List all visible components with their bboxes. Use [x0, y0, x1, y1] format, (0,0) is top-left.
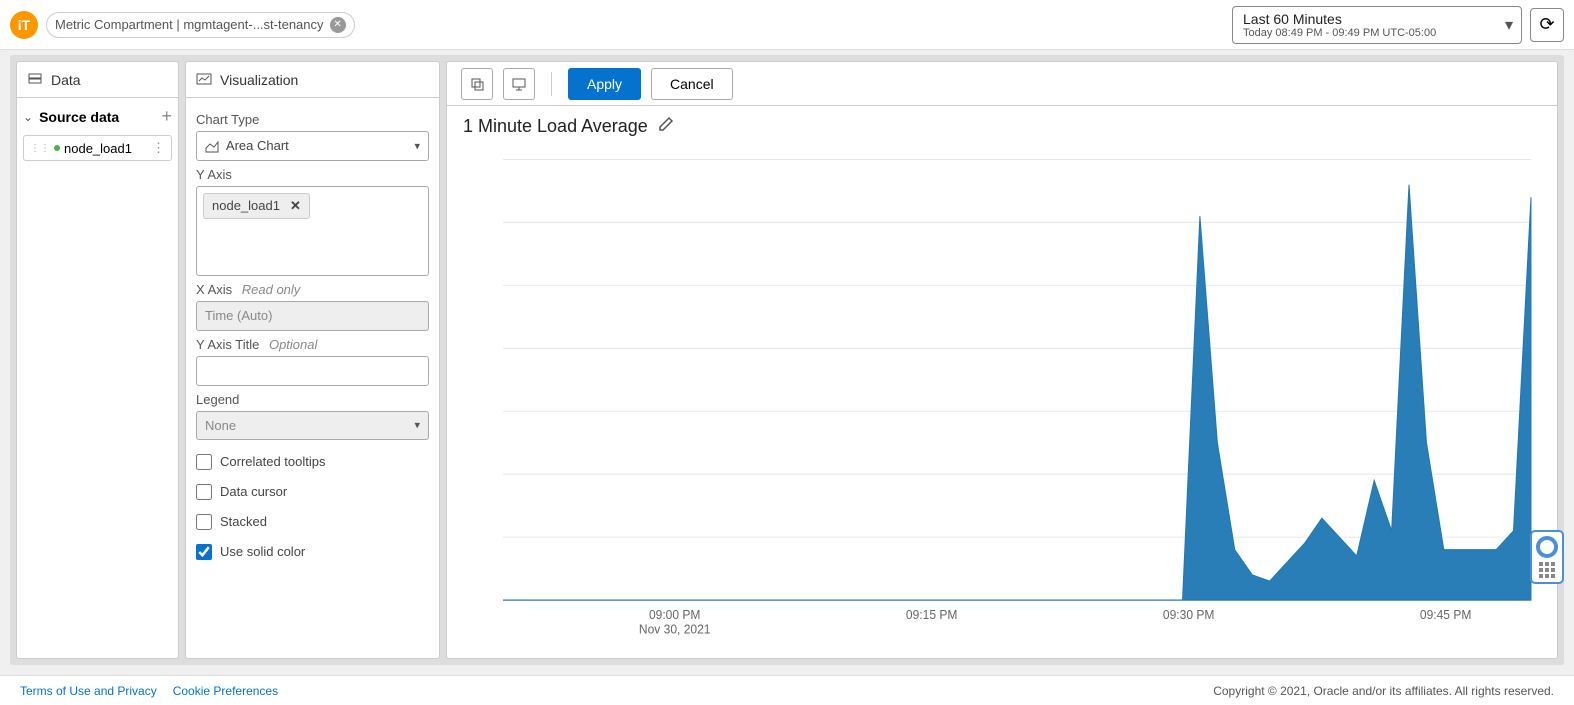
area-chart-svg: 0.00.10.20.30.40.50.60.709:00 PMNov 30, … [497, 149, 1541, 642]
y-axis-chip-label: node_load1 [212, 198, 280, 213]
cookie-link[interactable]: Cookie Preferences [173, 684, 278, 698]
data-cursor-input[interactable] [196, 484, 212, 500]
footer: Terms of Use and Privacy Cookie Preferen… [0, 675, 1574, 705]
visualization-panel: Visualization Chart Type Area Chart Y Ax… [185, 61, 440, 659]
correlated-tooltips-checkbox[interactable]: Correlated tooltips [196, 454, 429, 470]
add-source-button[interactable]: + [161, 106, 172, 127]
area-chart-icon [205, 140, 219, 154]
svg-text:09:00 PM: 09:00 PM [649, 608, 700, 622]
correlated-tooltips-label: Correlated tooltips [220, 454, 326, 469]
x-axis-hint: Read only [242, 282, 301, 297]
y-axis-title-hint: Optional [269, 337, 317, 352]
app-logo-icon: iT [10, 11, 38, 39]
help-ring-icon [1536, 536, 1558, 558]
help-grid-icon [1539, 562, 1555, 578]
drag-handle-icon[interactable]: ⋮⋮ [30, 143, 50, 154]
chevron-down-icon[interactable]: ⌄ [23, 110, 33, 124]
data-cursor-label: Data cursor [220, 484, 287, 499]
cancel-button[interactable]: Cancel [651, 68, 733, 100]
chart-type-label: Chart Type [196, 112, 429, 127]
x-axis-label-text: X Axis [196, 282, 232, 297]
solid-color-checkbox[interactable]: Use solid color [196, 544, 429, 560]
viz-panel-title: Visualization [220, 72, 298, 88]
copyright-text: Copyright © 2021, Oracle and/or its affi… [1213, 684, 1554, 698]
svg-text:Nov 30, 2021: Nov 30, 2021 [639, 622, 711, 636]
correlated-tooltips-input[interactable] [196, 454, 212, 470]
status-dot-icon [54, 145, 60, 151]
viz-body: Chart Type Area Chart Y Axis node_load1 … [186, 98, 439, 568]
toolbar-copy-button[interactable] [461, 68, 493, 100]
y-axis-chip-remove-icon[interactable]: ✕ [290, 198, 301, 214]
svg-text:09:15 PM: 09:15 PM [906, 608, 957, 622]
legend-label: Legend [196, 392, 429, 407]
help-widget[interactable] [1530, 530, 1564, 584]
chart-type-select[interactable]: Area Chart [196, 131, 429, 161]
edit-title-button[interactable] [658, 116, 674, 137]
filter-remove-icon[interactable]: ✕ [330, 17, 346, 33]
source-item-menu-icon[interactable]: ⋮ [152, 140, 165, 156]
source-data-header[interactable]: ⌄ Source data + [17, 98, 178, 135]
y-axis-chip[interactable]: node_load1 ✕ [203, 193, 310, 219]
top-bar: iT Metric Compartment | mgmtagent-...st-… [0, 0, 1574, 50]
chart-title-row: 1 Minute Load Average [447, 106, 1557, 141]
time-range-subtitle: Today 08:49 PM - 09:49 PM UTC-05:00 [1243, 27, 1497, 39]
filter-label: Metric Compartment | mgmtagent-...st-ten… [55, 17, 324, 32]
chart-area[interactable]: 0.00.10.20.30.40.50.60.709:00 PMNov 30, … [447, 141, 1557, 658]
solid-color-input[interactable] [196, 544, 212, 560]
time-range-select[interactable]: Last 60 Minutes Today 08:49 PM - 09:49 P… [1232, 6, 1522, 44]
source-item-label: node_load1 [64, 141, 148, 156]
chart-panel: Apply Cancel 1 Minute Load Average 0.00.… [446, 61, 1558, 659]
present-icon [511, 76, 527, 92]
chart-toolbar: Apply Cancel [447, 62, 1557, 106]
refresh-icon: ⟳ [1539, 14, 1554, 35]
chart-type-value: Area Chart [226, 138, 289, 153]
y-axis-dropzone[interactable]: node_load1 ✕ [196, 186, 429, 276]
stacked-input[interactable] [196, 514, 212, 530]
viz-panel-header: Visualization [186, 62, 439, 98]
chart-title: 1 Minute Load Average [463, 116, 648, 137]
y-axis-title-label-text: Y Axis Title [196, 337, 259, 352]
workspace: Data ⌄ Source data + ⋮⋮ node_load1 ⋮ Vis… [10, 55, 1564, 665]
y-axis-title-input[interactable] [196, 356, 429, 386]
copy-icon [469, 76, 485, 92]
x-axis-label: X Axis Read only [196, 282, 429, 297]
stacked-label: Stacked [220, 514, 267, 529]
apply-button[interactable]: Apply [568, 68, 641, 100]
y-axis-label: Y Axis [196, 167, 429, 182]
data-cursor-checkbox[interactable]: Data cursor [196, 484, 429, 500]
svg-text:09:45 PM: 09:45 PM [1420, 608, 1471, 622]
legend-value: None [205, 418, 236, 433]
visualization-icon [196, 72, 212, 88]
x-axis-input [196, 301, 429, 331]
solid-color-label: Use solid color [220, 544, 305, 559]
refresh-button[interactable]: ⟳ [1530, 8, 1564, 42]
data-icon [27, 72, 43, 88]
pencil-icon [658, 116, 674, 132]
data-panel: Data ⌄ Source data + ⋮⋮ node_load1 ⋮ [16, 61, 179, 659]
stacked-checkbox[interactable]: Stacked [196, 514, 429, 530]
y-axis-title-label: Y Axis Title Optional [196, 337, 429, 352]
compartment-filter-pill[interactable]: Metric Compartment | mgmtagent-...st-ten… [46, 12, 355, 38]
legend-select[interactable]: None [196, 411, 429, 440]
source-data-label: Source data [39, 109, 155, 125]
time-range-title: Last 60 Minutes [1243, 11, 1497, 27]
data-panel-title: Data [51, 72, 81, 88]
toolbar-present-button[interactable] [503, 68, 535, 100]
data-panel-header: Data [17, 62, 178, 98]
svg-text:09:30 PM: 09:30 PM [1163, 608, 1214, 622]
source-item[interactable]: ⋮⋮ node_load1 ⋮ [23, 135, 172, 161]
toolbar-divider [551, 72, 552, 96]
terms-link[interactable]: Terms of Use and Privacy [20, 684, 157, 698]
